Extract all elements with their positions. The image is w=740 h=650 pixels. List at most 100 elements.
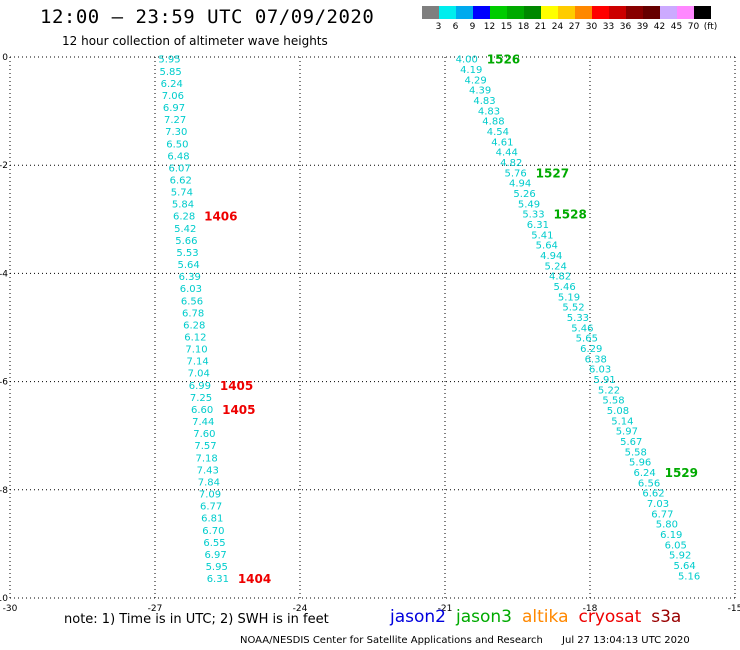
chart-title: 12:00 – 23:59 UTC 07/09/2020 — [40, 6, 375, 28]
credit-line: NOAA/NESDIS Center for Satellite Applica… — [240, 635, 706, 646]
swh-value: 5.64 — [674, 561, 696, 572]
swh-value: 6.56 — [181, 296, 203, 307]
swh-value: 6.55 — [203, 538, 225, 549]
swh-value: 5.49 — [518, 199, 540, 210]
swh-value: 5.95 — [206, 562, 228, 573]
time-label: 1526 — [487, 53, 520, 67]
swh-value: 4.82 — [549, 272, 571, 283]
y-tick-label: -10 — [0, 594, 8, 604]
swh-value: 7.84 — [198, 477, 220, 488]
swh-value: 5.66 — [175, 236, 197, 247]
time-label: 1529 — [665, 466, 698, 480]
swh-value: 5.84 — [172, 200, 194, 211]
scale-label: 3 — [435, 22, 442, 32]
swh-value: 5.33 — [522, 210, 544, 221]
scale-swatch — [575, 6, 592, 19]
x-tick-label: -27 — [148, 604, 163, 614]
swh-value: 6.78 — [182, 308, 204, 319]
time-label: 1405 — [220, 379, 253, 393]
swh-value: 6.12 — [184, 333, 206, 344]
scale-label: 36 — [619, 22, 632, 32]
scale-label: 70 — [687, 22, 700, 32]
scale-label: 45 — [670, 22, 683, 32]
scale-swatch — [490, 6, 507, 19]
swh-value: 5.80 — [656, 520, 678, 531]
swh-value: 5.76 — [505, 168, 527, 179]
x-tick-label: -18 — [583, 604, 598, 614]
swh-value: 6.97 — [204, 550, 226, 561]
scale-swatch — [473, 6, 490, 19]
swh-value: 5.46 — [553, 282, 575, 293]
scale-swatch — [694, 6, 711, 19]
swh-value: 5.41 — [531, 230, 553, 241]
credit-text: NOAA/NESDIS Center for Satellite Applica… — [240, 635, 543, 646]
swh-value: 5.74 — [171, 188, 193, 199]
time-label: 1406 — [204, 210, 237, 224]
y-tick-label: -2 — [0, 161, 8, 171]
swh-value: 6.50 — [166, 139, 188, 150]
scale-label: 9 — [469, 22, 476, 32]
swh-value: 7.03 — [647, 499, 669, 510]
scale-swatch — [609, 6, 626, 19]
swh-value: 6.05 — [665, 540, 687, 551]
chart-subtitle: 12 hour collection of altimeter wave hei… — [62, 34, 328, 48]
swh-value: 7.57 — [194, 441, 216, 452]
scale-swatch — [558, 6, 575, 19]
scale-swatch — [626, 6, 643, 19]
y-tick-label: 0 — [2, 53, 8, 63]
swh-value: 4.83 — [478, 106, 500, 117]
legend-jason2: jason2 — [390, 607, 446, 627]
swh-value: 5.58 — [625, 447, 647, 458]
swh-value: 6.19 — [660, 530, 682, 541]
swh-value: 7.43 — [197, 465, 219, 476]
swh-value: 6.70 — [202, 526, 224, 537]
swh-value: 5.19 — [558, 292, 580, 303]
swh-value: 6.28 — [173, 212, 195, 223]
swh-value: 4.54 — [487, 127, 509, 138]
scale-label: 21 — [534, 22, 547, 32]
scale-label: (ft) — [703, 22, 718, 32]
scale-label: 12 — [483, 22, 496, 32]
swh-value: 6.38 — [585, 354, 607, 365]
x-tick-label: -15 — [728, 604, 740, 614]
swh-value: 6.56 — [638, 478, 660, 489]
swh-value: 5.53 — [176, 248, 198, 259]
swh-value: 7.10 — [185, 345, 207, 356]
time-label: 1405 — [222, 403, 255, 417]
scale-swatch — [439, 6, 456, 19]
scale-label: 39 — [636, 22, 649, 32]
swh-value: 7.06 — [162, 91, 184, 102]
swh-value: 6.29 — [580, 344, 602, 355]
scale-label: 24 — [551, 22, 564, 32]
scale-swatch — [507, 6, 524, 19]
swh-value: 7.14 — [186, 357, 208, 368]
swh-value: 6.81 — [201, 514, 223, 525]
x-tick-label: -30 — [3, 604, 18, 614]
swh-value: 7.60 — [193, 429, 215, 440]
swh-value: 5.64 — [536, 241, 558, 252]
swh-value: 5.67 — [620, 437, 642, 448]
swh-value: 5.26 — [513, 189, 535, 200]
swh-value: 6.07 — [168, 163, 190, 174]
swh-value: 5.42 — [174, 224, 196, 235]
swh-value: 7.09 — [199, 490, 221, 501]
swh-value: 7.30 — [165, 127, 187, 138]
swh-value: 6.60 — [191, 405, 213, 416]
scale-label: 18 — [517, 22, 530, 32]
swh-value: 7.27 — [164, 115, 186, 126]
swh-value: 6.24 — [161, 79, 183, 90]
swh-value: 6.62 — [170, 175, 192, 186]
scale-label: 27 — [568, 22, 581, 32]
swh-value: 4.88 — [482, 117, 504, 128]
swh-value: 5.85 — [159, 67, 181, 78]
swh-value: 6.31 — [207, 574, 229, 585]
swh-value: 6.28 — [183, 320, 205, 331]
scale-swatch — [643, 6, 660, 19]
swh-value: 5.16 — [678, 571, 700, 582]
swh-value: 4.39 — [469, 86, 491, 97]
legend-altika: altika — [522, 607, 569, 627]
swh-value: 4.61 — [491, 137, 513, 148]
swh-value: 4.00 — [456, 55, 478, 66]
swh-value: 5.65 — [576, 334, 598, 345]
swh-value: 6.31 — [527, 220, 549, 231]
